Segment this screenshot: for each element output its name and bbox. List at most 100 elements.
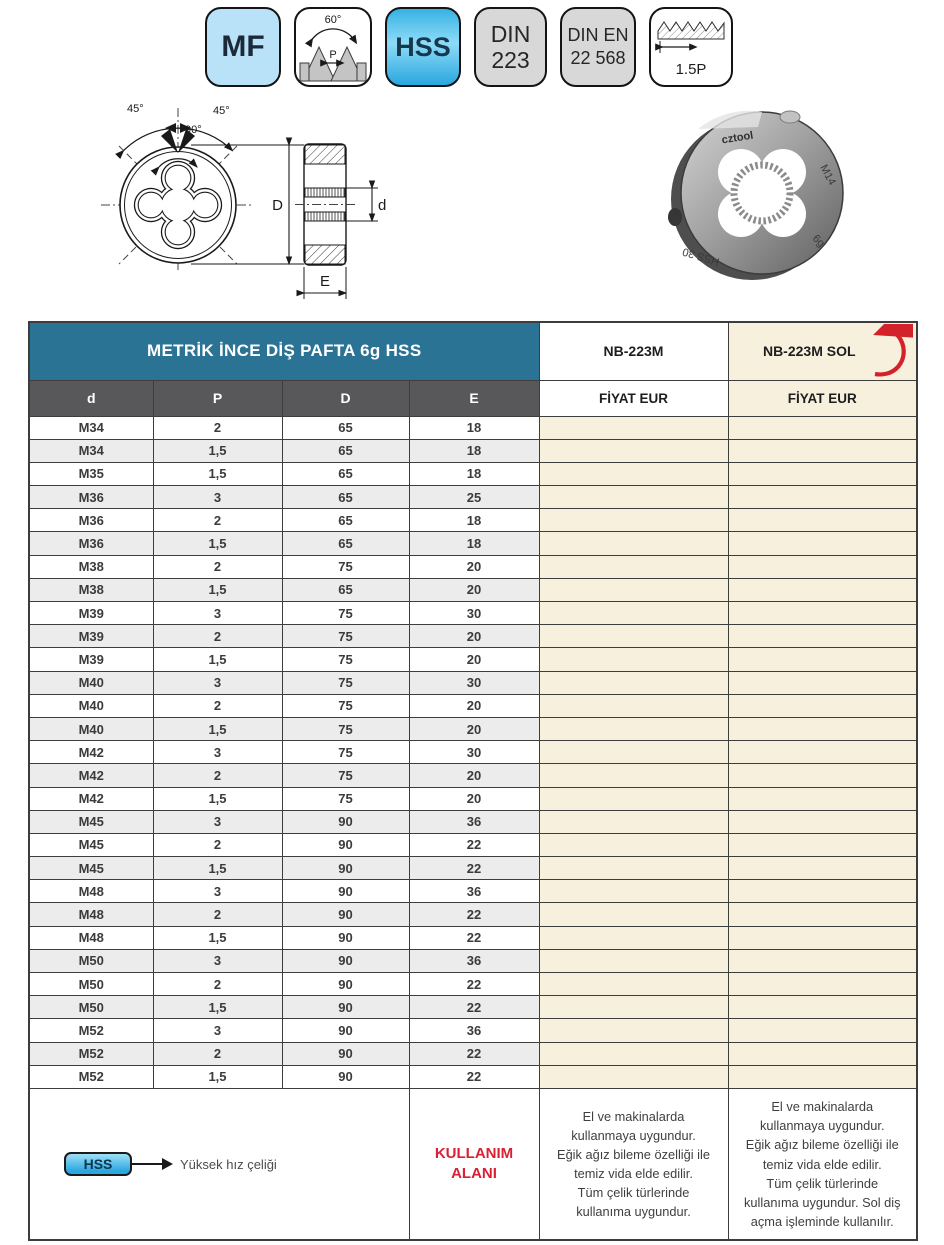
photo-cloverleaf-hole: [718, 149, 806, 237]
price-cell-left-hand: [727, 856, 918, 881]
cell-D: 65: [281, 438, 410, 463]
cell-d: M52: [28, 1064, 154, 1089]
cell-P: 3: [152, 485, 283, 510]
price-cell-left-hand: [727, 508, 918, 533]
price-cell-right-hand: [538, 415, 729, 440]
price-cell-left-hand: [727, 670, 918, 695]
cell-d: M39: [28, 647, 154, 672]
badge-lead-label: 1.5P: [675, 60, 707, 78]
cell-D: 90: [281, 995, 410, 1020]
cell-P: 2: [152, 763, 283, 788]
table-row: M40 2 75 20: [28, 693, 918, 718]
cell-D: 65: [281, 485, 410, 510]
cell-E: 36: [408, 879, 540, 904]
cell-E: 20: [408, 624, 540, 649]
cell-P: 3: [152, 809, 283, 834]
cell-P: 2: [152, 971, 283, 997]
angle-left-label: 45°: [127, 103, 144, 115]
table-row: M40 3 75 30: [28, 670, 918, 695]
cell-E: 18: [408, 461, 540, 487]
cell-E: 20: [408, 716, 540, 742]
price-cell-left-hand: [727, 902, 918, 927]
table-row: M38 1,5 65 20: [28, 577, 918, 603]
price-cell-left-hand: [727, 716, 918, 742]
table-row: M36 1,5 65 18: [28, 531, 918, 556]
cell-P: 1,5: [152, 716, 283, 742]
price-cell-left-hand: [727, 971, 918, 997]
price-cell-left-hand: [727, 879, 918, 904]
angle-right-label: 45°: [213, 105, 230, 117]
table-row: M36 2 65 18: [28, 508, 918, 533]
die-technical-drawing: 90° 45° 45° D d E: [101, 103, 386, 299]
cell-E: 20: [408, 647, 540, 672]
table-row: M45 1,5 90 22: [28, 856, 918, 881]
price-cell-left-hand: [727, 832, 918, 858]
price-cell-right-hand: [538, 809, 729, 834]
cell-P: 1,5: [152, 786, 283, 811]
cell-d: M48: [28, 902, 154, 927]
price-cell-right-hand: [538, 995, 729, 1020]
price-cell-right-hand: [538, 856, 729, 881]
price-cell-right-hand: [538, 508, 729, 533]
dim-d-label: d: [378, 197, 386, 214]
cell-D: 75: [281, 740, 410, 765]
hss-chip-label: HSS: [83, 1156, 113, 1173]
cell-D: 65: [281, 461, 410, 487]
cell-d: M35: [28, 461, 154, 487]
spec-price-table: METRİK İNCE DİŞ PAFTA 6g HSS NB-223M NB-…: [28, 321, 918, 1242]
cell-E: 25: [408, 485, 540, 510]
cell-D: 90: [281, 1064, 410, 1089]
badge-din-line2: 223: [491, 47, 530, 73]
cell-d: M38: [28, 577, 154, 603]
cell-d: M39: [28, 600, 154, 626]
badge-material-hss: HSS: [385, 7, 461, 87]
hss-chip: HSS: [64, 1152, 132, 1177]
cell-E: 20: [408, 577, 540, 603]
cell-P: 2: [152, 832, 283, 858]
price-cell-right-hand: [538, 716, 729, 742]
cell-d: M36: [28, 485, 154, 510]
cell-P: 3: [152, 879, 283, 904]
cell-P: 3: [152, 948, 283, 974]
cell-d: M34: [28, 415, 154, 440]
price-cell-left-hand: [727, 1018, 918, 1043]
cell-E: 22: [408, 832, 540, 858]
usage-area-title: KULLANIM ALANI: [408, 1087, 540, 1241]
table-row: M50 1,5 90 22: [28, 995, 918, 1020]
table-row: M50 2 90 22: [28, 971, 918, 997]
col-header-D: D: [281, 379, 410, 417]
cell-D: 75: [281, 763, 410, 788]
cell-d: M40: [28, 716, 154, 742]
price-cell-right-hand: [538, 485, 729, 510]
cell-E: 36: [408, 809, 540, 834]
table-title-row: METRİK İNCE DİŞ PAFTA 6g HSS NB-223M NB-…: [28, 321, 918, 381]
cell-d: M42: [28, 763, 154, 788]
cell-d: M52: [28, 1018, 154, 1043]
cell-d: M45: [28, 856, 154, 881]
legend-arrow-icon: [132, 1158, 173, 1171]
table-row: M38 2 75 20: [28, 554, 918, 579]
cell-P: 2: [152, 902, 283, 927]
cell-P: 3: [152, 740, 283, 765]
table-row: M34 2 65 18: [28, 415, 918, 440]
table-title: METRİK İNCE DİŞ PAFTA 6g HSS: [28, 321, 540, 381]
price-cell-left-hand: [727, 438, 918, 463]
cell-E: 20: [408, 763, 540, 788]
price-cell-right-hand: [538, 902, 729, 927]
price-cell-left-hand: [727, 600, 918, 626]
price-cell-right-hand: [538, 971, 729, 997]
cell-D: 90: [281, 879, 410, 904]
cell-P: 2: [152, 624, 283, 649]
cell-E: 30: [408, 600, 540, 626]
cell-P: 1,5: [152, 1064, 283, 1089]
price-cell-right-hand: [538, 693, 729, 718]
cell-E: 22: [408, 995, 540, 1020]
table-column-header-row: d P D E FİYAT EUR FİYAT EUR: [28, 379, 918, 417]
price-cell-right-hand: [538, 948, 729, 974]
price-cell-left-hand: [727, 693, 918, 718]
cell-E: 36: [408, 948, 540, 974]
cell-D: 90: [281, 902, 410, 927]
dim-E-label: E: [320, 273, 330, 290]
cell-P: 2: [152, 554, 283, 579]
table-row: M50 3 90 36: [28, 948, 918, 974]
